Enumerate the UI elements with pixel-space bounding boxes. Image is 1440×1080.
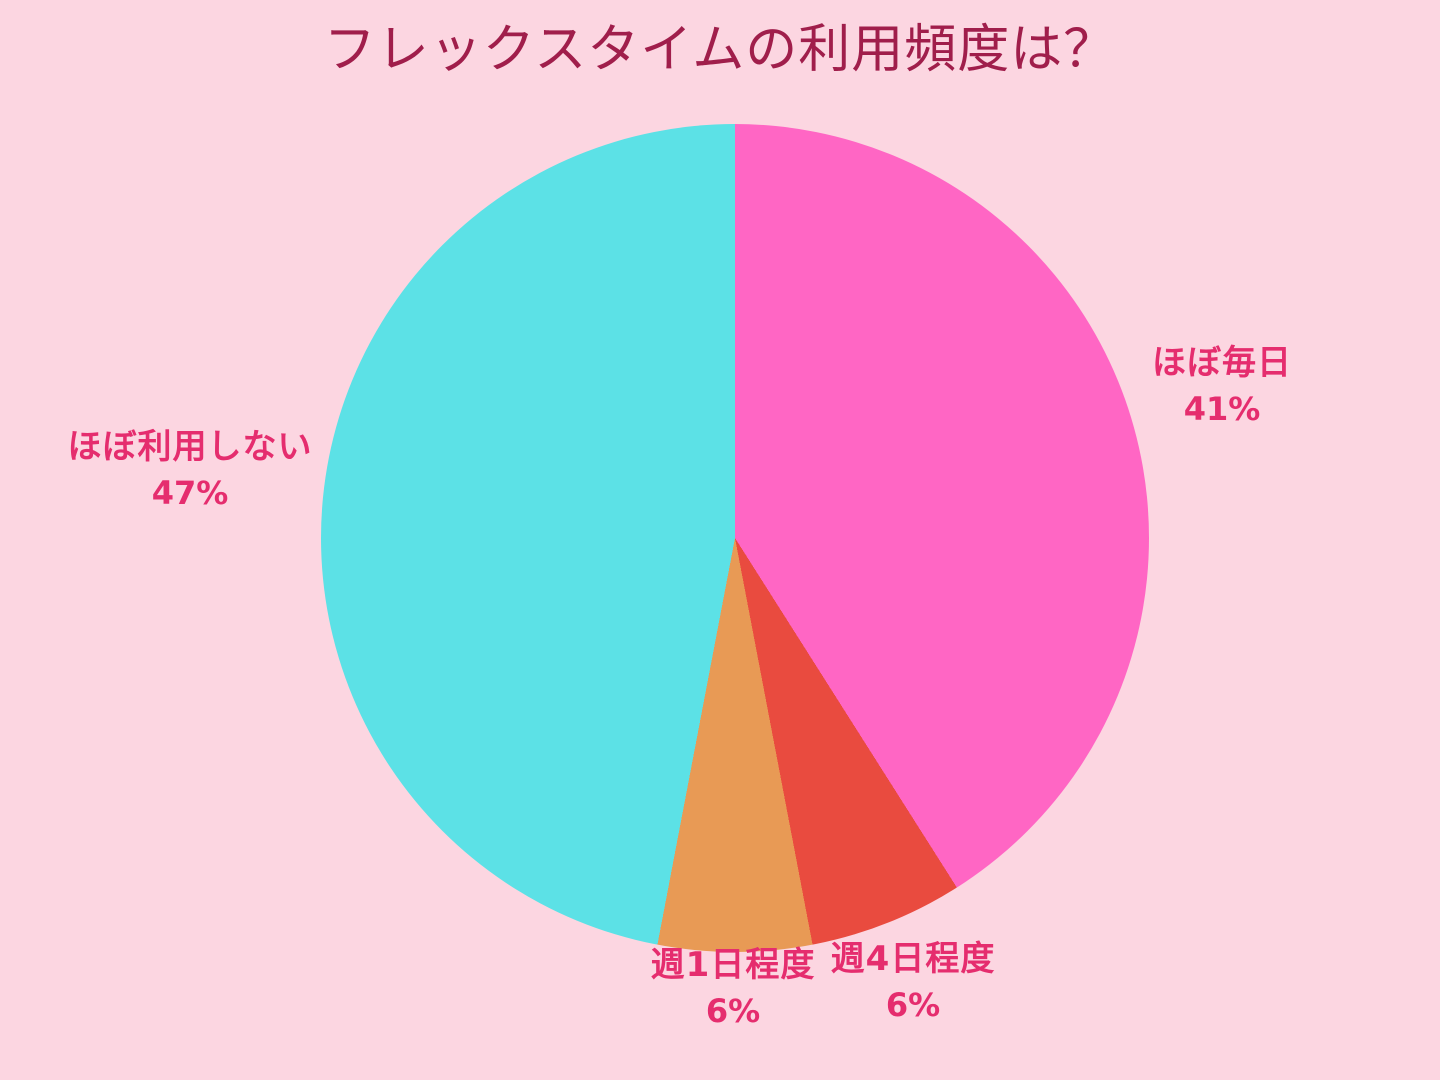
slice-percent: 41% [1183,390,1261,428]
slice-name: ほぼ利用しない [67,427,313,467]
slice-percent: 6% [705,992,761,1030]
chart-title: フレックスタイムの利用頻度は？ [323,20,1117,80]
slice-percent: 6% [885,986,941,1024]
pie-label-almost-never-use: ほぼ利用しない 47% [68,424,313,516]
pie-label-about-1-day-week: 週1日程度 6% [651,942,816,1034]
slice-name: 週1日程度 [650,945,816,985]
pie-label-about-4-days-week: 週4日程度 6% [831,936,996,1028]
slice-name: ほぼ毎日 [1152,343,1292,383]
pie-label-almost-every-day: ほぼ毎日 41% [1152,340,1292,432]
slice-name: 週4日程度 [830,939,996,979]
slice-percent: 47% [151,474,229,512]
pie-chart [321,124,1149,952]
